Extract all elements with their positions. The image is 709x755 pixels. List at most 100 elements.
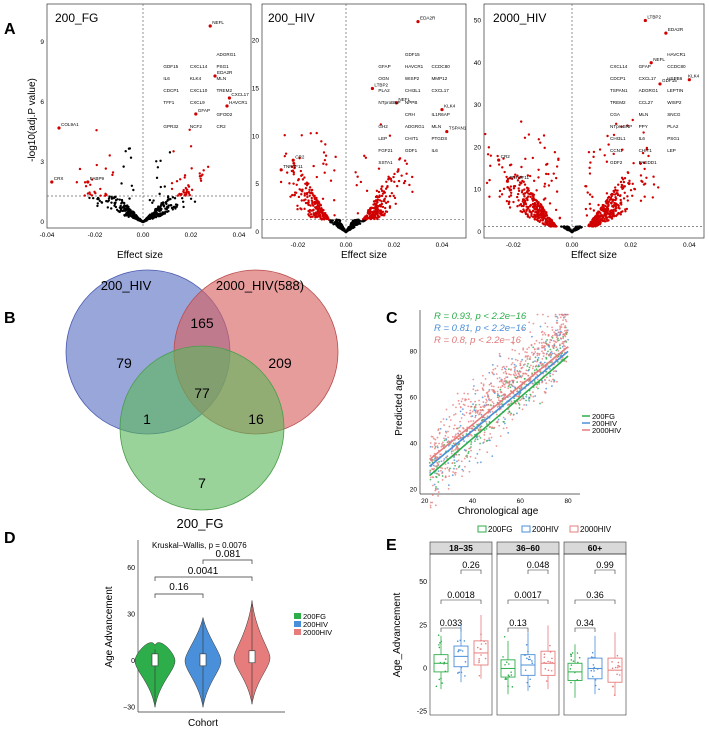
data-point (386, 200, 390, 203)
data-point (595, 217, 598, 220)
scatter-point (470, 420, 472, 423)
data-point (334, 155, 337, 159)
data-point (533, 217, 536, 221)
panel-label-b: B (4, 310, 16, 327)
data-point (521, 200, 524, 203)
box-point (570, 655, 572, 658)
gene-label: PSG1 (667, 136, 680, 141)
gene-label: CR2 (216, 124, 226, 129)
data-point (322, 212, 326, 215)
data-point (111, 171, 115, 174)
data-point (185, 190, 188, 194)
scatter-point (503, 377, 506, 380)
data-point (544, 212, 548, 215)
scatter-point (482, 401, 485, 403)
data-point (613, 193, 617, 196)
scatter-point (509, 380, 511, 383)
data-point (614, 186, 617, 189)
box-point (439, 642, 441, 644)
y-tick-label: −30 (123, 704, 135, 711)
scatter-point (518, 376, 521, 378)
scatter-point (484, 378, 487, 380)
data-point (605, 202, 608, 205)
data-point (99, 187, 102, 191)
scatter-point (533, 348, 536, 350)
scatter-point (553, 352, 556, 355)
scatter-point (531, 335, 533, 338)
data-point (631, 118, 634, 122)
scatter-point (554, 315, 557, 318)
scatter-point (555, 336, 558, 339)
scatter-point (501, 368, 503, 371)
scatter-point (507, 431, 510, 434)
data-point (522, 203, 526, 206)
scatter-point (553, 370, 555, 373)
gene-label: HSPB6 (667, 76, 683, 81)
data-point (519, 120, 523, 123)
data-point (378, 199, 382, 202)
box-point (543, 661, 545, 664)
gene-label: EDA2R (217, 70, 233, 75)
data-point (529, 195, 532, 199)
data-point (509, 188, 513, 192)
scatter-point (524, 363, 526, 366)
box-point (483, 640, 485, 643)
scatter-point (483, 429, 486, 432)
scatter-stat: R = 0.81, p < 2.2e−16 (434, 323, 527, 334)
scatter-point (503, 420, 505, 423)
box-point (590, 669, 593, 672)
data-point (176, 203, 179, 207)
box-point (502, 656, 504, 658)
legend-label: 200HIV (532, 525, 559, 534)
scatter-point (500, 403, 503, 405)
scatter-point (429, 442, 432, 444)
data-point (550, 224, 554, 227)
scatter-point (482, 389, 485, 392)
gene-label: GDF15 (662, 78, 677, 83)
gene-label: GFAP (378, 64, 390, 69)
scatter-point (563, 329, 566, 332)
scatter-point (456, 445, 458, 448)
scatter-point (457, 399, 460, 402)
scatter-point (532, 322, 535, 325)
gene-label: GPR32 (163, 124, 179, 129)
data-point (531, 205, 535, 209)
scatter-point (556, 360, 559, 363)
data-point (551, 222, 555, 225)
scatter-point (527, 369, 530, 372)
data-point (153, 209, 157, 212)
data-point (607, 200, 610, 203)
box-point (480, 643, 483, 645)
data-point (316, 202, 319, 205)
scatter-point (458, 426, 461, 429)
scatter-point (559, 347, 562, 350)
data-point (380, 200, 383, 203)
data-point (366, 215, 369, 219)
scatter-point (450, 452, 453, 455)
gene-label: GFOD2 (216, 112, 232, 117)
data-point (606, 134, 609, 138)
data-point (611, 210, 615, 213)
data-point (516, 174, 519, 177)
data-point (300, 199, 303, 202)
scatter-point (565, 329, 568, 332)
box-point (484, 642, 487, 645)
scatter-point (459, 424, 462, 427)
box-point (592, 675, 594, 678)
gene-label: MLN (639, 112, 649, 117)
data-point (169, 204, 173, 207)
scatter-point (455, 467, 458, 470)
scatter-point (518, 353, 521, 355)
data-point (315, 198, 318, 201)
data-point (383, 206, 387, 210)
scatter-point (467, 450, 470, 453)
scatter-point (530, 364, 532, 367)
box-point (438, 678, 441, 681)
data-point (603, 154, 606, 157)
data-point (333, 214, 336, 217)
scatter-point (446, 455, 449, 458)
data-point (183, 193, 187, 197)
data-point (118, 198, 121, 201)
data-point (301, 178, 305, 181)
scatter-point (435, 456, 438, 458)
